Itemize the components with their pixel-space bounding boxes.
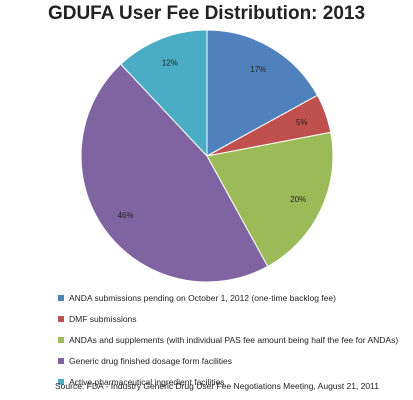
legend-swatch — [58, 315, 64, 322]
slice-value-label: 5% — [296, 118, 308, 127]
legend-swatch — [58, 357, 64, 364]
pie-chart: 17% 5% 20% 46% 12% — [80, 29, 334, 283]
legend-label: ANDAs and supplements (with individual P… — [69, 334, 399, 345]
legend-label: DMF submissions — [69, 313, 137, 324]
pie-slice — [120, 29, 208, 158]
slice-value-label: 12% — [162, 58, 178, 67]
pie-slice — [206, 131, 334, 268]
pie-slice — [206, 29, 319, 157]
legend-label: ANDA submissions pending on October 1, 2… — [69, 292, 336, 303]
slice-value-label: 17% — [250, 65, 266, 74]
pie-slice — [80, 63, 269, 283]
chart-title: GDUFA User Fee Distribution: 2013 — [47, 3, 366, 24]
legend-swatch — [58, 378, 64, 385]
legend-label: Active pharmaceutical ingredient facilit… — [69, 376, 225, 387]
legend-swatch — [58, 294, 64, 301]
legend-swatch — [58, 336, 64, 343]
slice-value-label: 46% — [117, 211, 133, 220]
legend-entry: ANDAs and supplements (with individual P… — [58, 329, 408, 350]
slice-value-label: 20% — [290, 195, 306, 204]
legend-entry: ANDA submissions pending on October 1, 2… — [58, 287, 408, 308]
legend-label: Generic drug finished dosage form facili… — [69, 355, 232, 366]
legend-entry: Generic drug finished dosage form facili… — [58, 350, 408, 371]
legend-entry: DMF submissions — [58, 308, 408, 329]
legend-entry: Active pharmaceutical ingredient facilit… — [58, 371, 408, 392]
chart-legend: ANDA submissions pending on October 1, 2… — [58, 287, 408, 392]
source-note: Source: FDA - Industry Generic Drug User… — [55, 381, 379, 391]
